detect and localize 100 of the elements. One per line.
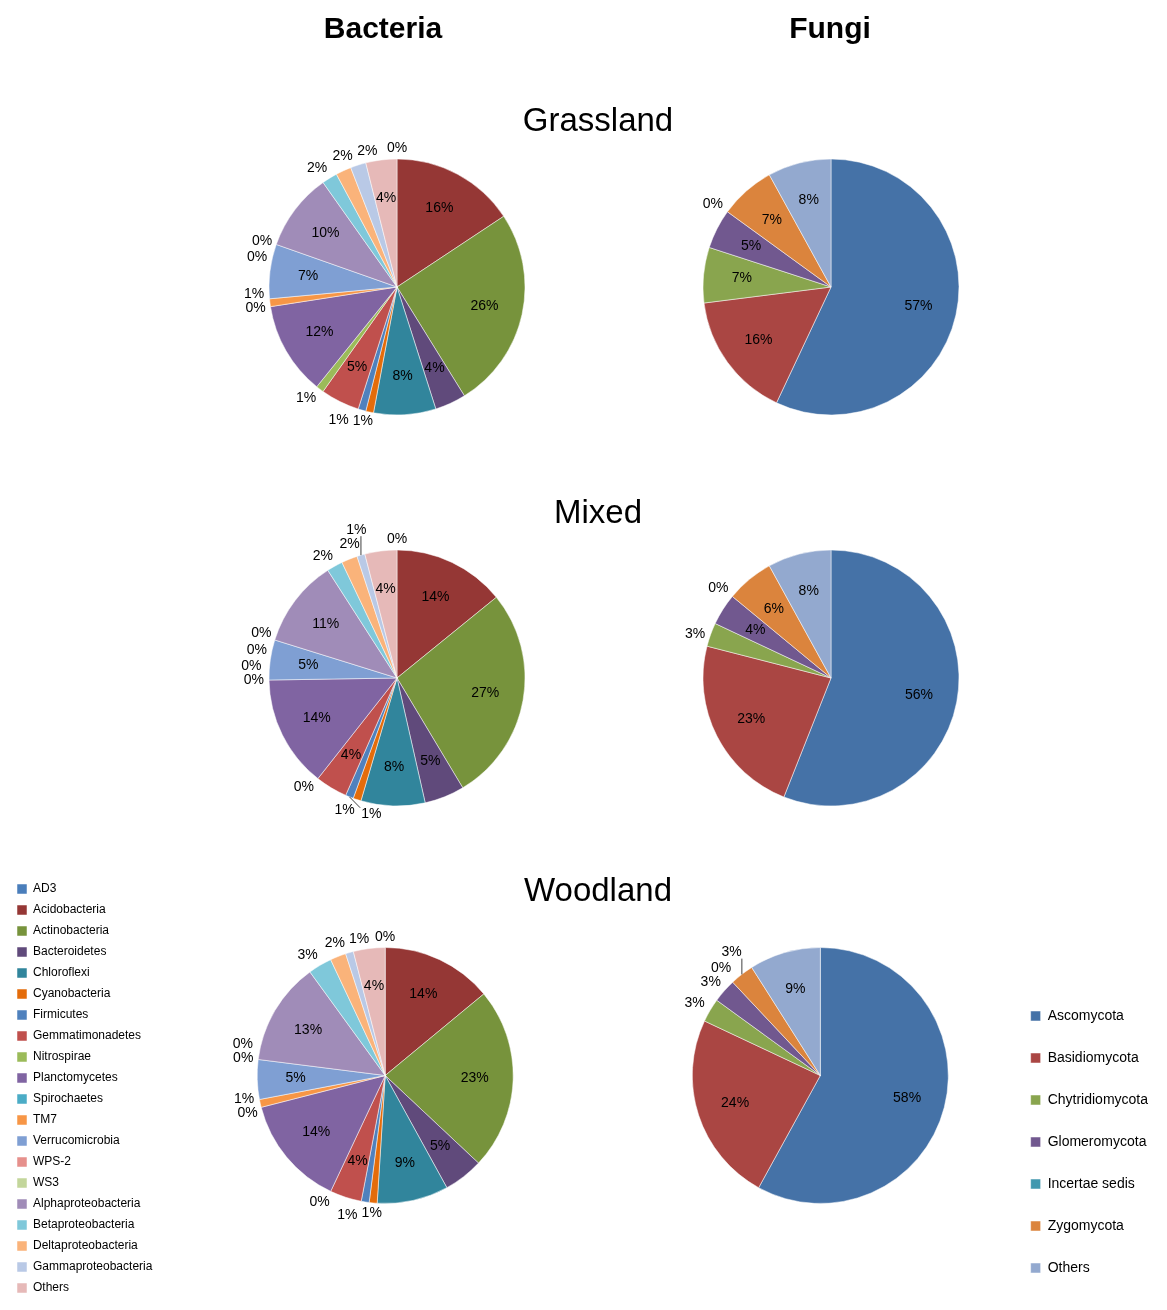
- legend-label: Acidobacteria: [33, 902, 107, 917]
- data-label: 5%: [420, 752, 441, 769]
- chart-title: Fungi: [788, 11, 872, 45]
- text: 0%: [251, 624, 272, 641]
- data-label: 23%: [460, 1069, 489, 1086]
- data-label: 1%: [328, 410, 349, 427]
- text: 0%: [386, 139, 408, 156]
- data-label: 4%: [347, 1151, 368, 1168]
- data-label: 2%: [339, 535, 360, 552]
- data-label: 14%: [302, 1123, 331, 1140]
- data-label: 3%: [721, 942, 742, 959]
- data-label: 4%: [424, 359, 445, 376]
- legend-label: Actinobacteria: [33, 923, 110, 938]
- text: 0%: [246, 641, 267, 658]
- text: Mixed: [553, 493, 643, 531]
- legend-label: WS3: [33, 1175, 60, 1190]
- text: Woodland: [523, 871, 673, 909]
- legend-label: Firmicutes: [33, 1007, 89, 1022]
- data-label: 2%: [324, 933, 345, 950]
- text: 0%: [293, 777, 314, 794]
- data-label: 4%: [363, 977, 385, 994]
- data-label: 7%: [761, 210, 782, 227]
- data-label: 3%: [685, 625, 706, 642]
- data-label: 26%: [470, 297, 499, 314]
- data-label: 3%: [297, 946, 318, 963]
- legend-label: Cyanobacteria: [33, 986, 111, 1001]
- data-label: 1%: [346, 520, 367, 537]
- data-label: 7%: [731, 269, 752, 286]
- legend-label: Incertae sedis: [1047, 1174, 1135, 1191]
- data-label: 13%: [294, 1020, 323, 1037]
- legend-label: Ascomycota: [1047, 1006, 1125, 1023]
- data-label: 3%: [700, 972, 721, 989]
- data-label: 4%: [340, 745, 362, 762]
- legend-label: WPS-2: [33, 1154, 72, 1169]
- data-label: 56%: [905, 685, 934, 702]
- legend-label: Alphaproteobacteria: [33, 1196, 141, 1211]
- legend-label: Planctomycetes: [33, 1070, 118, 1085]
- data-label: 1%: [334, 800, 355, 817]
- data-label: 3%: [684, 994, 705, 1011]
- data-label: 5%: [285, 1069, 306, 1086]
- data-label: 8%: [798, 582, 819, 599]
- data-label: 8%: [392, 367, 413, 384]
- data-label: 16%: [744, 330, 773, 347]
- text: 0%: [241, 656, 262, 673]
- data-label: 1%: [234, 1089, 255, 1106]
- legend-label: Gemmatimonadetes: [33, 1028, 142, 1043]
- data-label: 2%: [357, 142, 378, 159]
- legend-label: Verrucomicrobia: [33, 1133, 121, 1148]
- data-label: 24%: [721, 1094, 750, 1111]
- text: 0%: [309, 1192, 330, 1209]
- text: 0%: [251, 231, 273, 248]
- data-label: 14%: [421, 587, 450, 604]
- data-label: 14%: [302, 708, 331, 725]
- legend-label: AD3: [33, 881, 57, 896]
- legend-label: Gammaproteobacteria: [33, 1259, 153, 1274]
- data-label: 1%: [243, 284, 265, 301]
- legend-label: Others: [1047, 1258, 1090, 1275]
- legend-label: Chloroflexi: [33, 965, 90, 980]
- data-label: 5%: [741, 237, 762, 254]
- data-label: 6%: [763, 599, 784, 616]
- data-label: 12%: [305, 322, 334, 339]
- data-label: 2%: [312, 546, 333, 563]
- data-label: 5%: [298, 656, 319, 673]
- data-label: 11%: [312, 614, 340, 631]
- text: 0%: [375, 927, 396, 944]
- data-label: 2%: [332, 146, 353, 163]
- text: 0%: [232, 1034, 253, 1051]
- data-label: 1%: [361, 805, 382, 822]
- text: 0%: [247, 248, 268, 265]
- legend-label: TM7: [33, 1112, 58, 1127]
- text: 0%: [708, 578, 729, 595]
- data-label: 8%: [798, 191, 819, 208]
- data-label: 1%: [349, 930, 370, 947]
- data-label: 5%: [429, 1137, 451, 1154]
- text: 0%: [710, 958, 732, 975]
- legend-label: Nitrospirae: [33, 1049, 92, 1064]
- text: 0%: [243, 671, 265, 688]
- data-label: 1%: [337, 1206, 358, 1223]
- data-label: 1%: [352, 412, 374, 429]
- text: Grassland: [521, 101, 675, 139]
- legend-label: Basidiomycota: [1047, 1048, 1139, 1065]
- data-label: 9%: [785, 980, 806, 997]
- legend-label: Zygomycota: [1047, 1216, 1125, 1233]
- data-label: 4%: [745, 620, 766, 637]
- data-label: 5%: [346, 358, 368, 375]
- data-label: 1%: [295, 388, 317, 405]
- data-label: 57%: [904, 297, 933, 314]
- text: 0%: [245, 299, 266, 316]
- data-label: 9%: [394, 1153, 415, 1170]
- data-label: 23%: [737, 709, 766, 726]
- legend-label: Bacteroidetes: [33, 944, 107, 959]
- legend-label: Chytridiomycota: [1047, 1090, 1149, 1107]
- legend-label: Betaproteobacteria: [33, 1217, 135, 1232]
- legend-label: Glomeromycota: [1047, 1132, 1147, 1149]
- data-label: 4%: [375, 579, 396, 596]
- data-label: 14%: [409, 985, 438, 1002]
- data-label: 16%: [425, 198, 454, 215]
- data-label: 8%: [384, 758, 405, 775]
- data-label: 7%: [297, 266, 319, 283]
- legend-label: Others: [33, 1280, 70, 1295]
